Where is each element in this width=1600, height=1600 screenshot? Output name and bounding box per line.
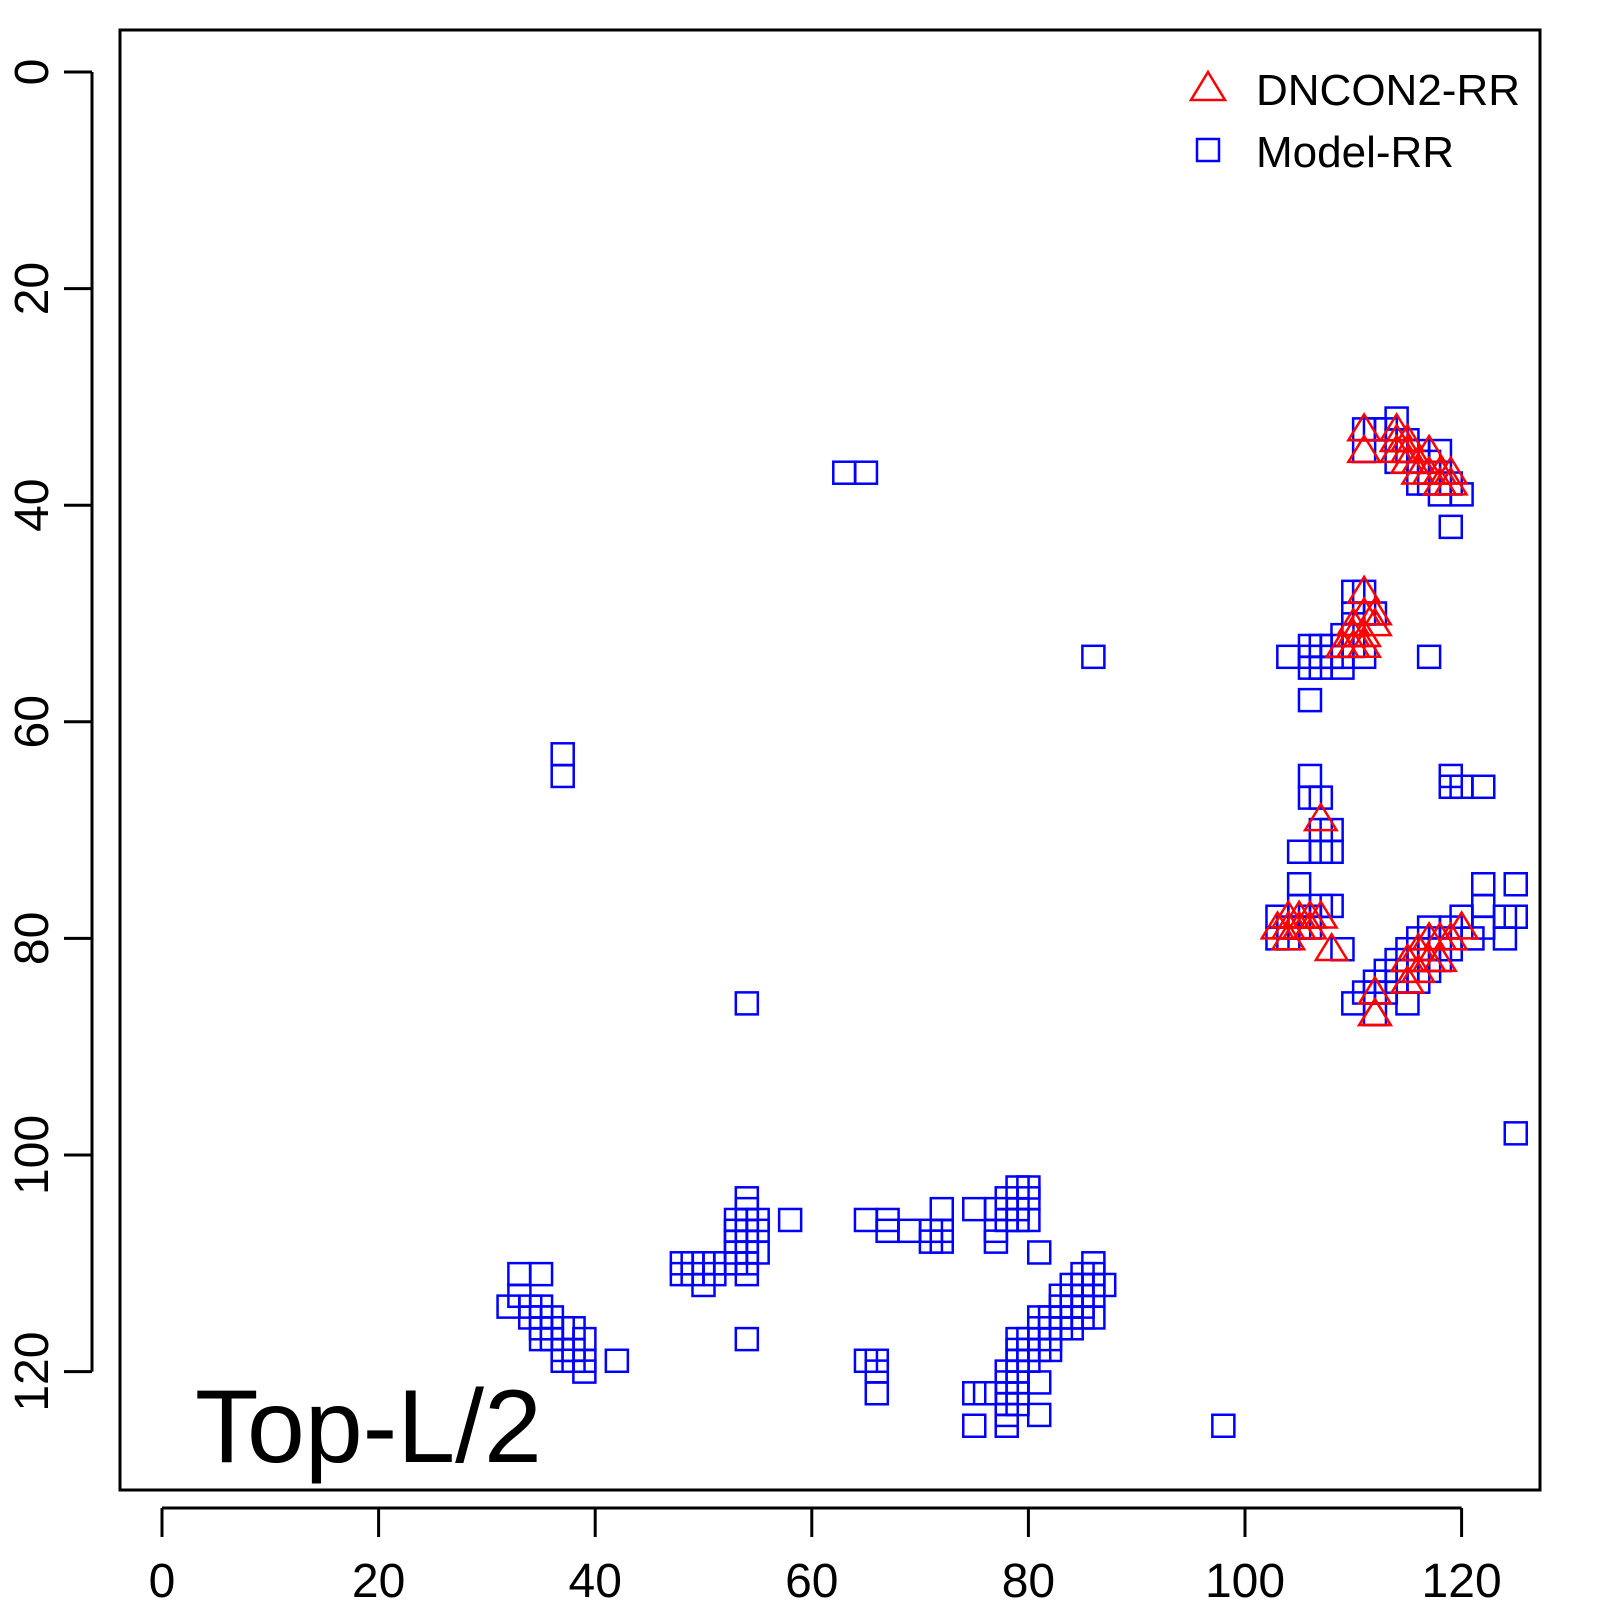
model-rr-point [1471,893,1496,919]
model-rr-point [853,460,879,485]
dncon2-rr-point [1421,942,1458,973]
model-rr-point [777,1207,803,1233]
model-rr-point [745,1240,770,1265]
model-rr-point [962,1413,987,1438]
dncon2-rr-point [1346,433,1383,464]
x-tick-label: 120 [1422,1555,1502,1600]
model-rr-point [1416,644,1442,670]
dncon2-rr-point [1346,574,1383,604]
dncon2-rr-point [1432,466,1469,496]
model-rr-point [507,1261,532,1287]
model-rr-point [1026,1402,1052,1428]
model-rr-point [604,1348,630,1374]
model-rr-point [1026,1240,1052,1265]
x-tick-label: 60 [785,1555,838,1600]
model-rr-point [1395,991,1420,1016]
model-rr-point [1276,644,1301,670]
dncon2-rr-point [1432,921,1469,951]
x-tick-label: 40 [569,1555,622,1600]
model-rr-point [1319,839,1344,865]
y-tick-label: 60 [6,695,59,748]
dncon2-rr-point [1389,964,1426,994]
x-tick-label: 20 [352,1555,405,1600]
model-rr-point [864,1381,890,1406]
data-points [496,406,1528,1438]
y-tick-label: 40 [6,479,59,532]
dncon2-rr-point [1400,444,1437,474]
y-tick-label: 80 [6,912,59,965]
model-rr-point [1016,1207,1041,1233]
model-rr-point [1492,926,1518,951]
y-tick-label: 20 [6,262,59,315]
dncon2-rr-point [1302,899,1339,929]
dncon2-rr-point [1335,606,1372,637]
dncon2-rr-point [1356,606,1393,637]
dncon2-rr-point [1378,411,1415,442]
model-rr-point [550,742,575,767]
model-rr-point [528,1261,554,1287]
model-rr-point [1503,1121,1528,1146]
model-rr-point [832,460,857,485]
model-rr-point [1503,872,1528,897]
model-rr-point [1297,687,1323,713]
model-rr-point [929,1229,955,1254]
dncon2-rr-point [1302,801,1339,832]
dncon2-rr-point [1356,596,1393,626]
y-tick-label: 120 [6,1332,59,1412]
model-rr-point [1308,785,1334,810]
model-rr-point [1081,1305,1106,1330]
dncon2-rr-point [1389,433,1426,464]
dncon2-rr-point [1292,910,1328,940]
model-rr-point [572,1359,597,1384]
x-tick-label: 80 [1002,1555,1055,1600]
x-tick-label: 100 [1205,1555,1285,1600]
dncon2-rr-point [1389,942,1426,973]
legend: DNCON2-RR Model-RR [1188,66,1520,177]
model-rr-point [1319,893,1344,919]
model-rr-point [853,1207,879,1233]
model-rr-point [550,763,575,789]
y-tick-label: 100 [6,1115,59,1195]
dncon2-rr-point [1346,411,1383,442]
dncon2-rr-point [1443,910,1480,940]
model-rr-point [897,1218,922,1244]
legend-triangle-icon [1188,69,1228,102]
panel-annotation: Top-L/2 [195,1369,542,1485]
model-rr-point [734,991,760,1016]
model-rr-point [1211,1413,1236,1438]
model-rr-point [1438,514,1464,540]
model-rr-point [712,1251,738,1276]
plot-frame [118,28,1542,1492]
dncon2-rr-point [1324,628,1361,659]
model-rr-point [734,1326,760,1352]
model-rr-point [1297,763,1323,789]
model-rr-point [1026,1370,1052,1395]
x-tick-label: 0 [149,1555,176,1600]
dncon2-rr-point [1356,996,1393,1027]
model-rr-point [1503,904,1528,929]
model-rr-point [1471,872,1496,897]
dncon2-rr-point [1411,433,1448,464]
model-rr-point [1286,839,1312,865]
dncon2-rr-point [1356,975,1393,1005]
x-axis: 0 20 40 60 80 100 120 [149,1506,1502,1600]
model-rr-point [1091,1272,1117,1298]
dncon2-rr-point [1313,931,1350,962]
y-tick-label: 0 [6,59,59,86]
model-rr-point [962,1196,987,1222]
legend-label-model-rr: Model-RR [1256,128,1454,177]
model-rr-point [1471,774,1496,800]
model-rr-point [1286,872,1312,897]
legend-label-dncon2-rr: DNCON2-RR [1256,66,1520,115]
dncon2-rr-point [1432,455,1469,485]
model-rr-point [1081,644,1106,670]
y-axis: 0 20 40 60 80 100 120 [6,59,94,1412]
model-rr-point [929,1196,955,1222]
dncon2-rr-point [1389,422,1426,453]
legend-square-icon [1195,137,1221,163]
